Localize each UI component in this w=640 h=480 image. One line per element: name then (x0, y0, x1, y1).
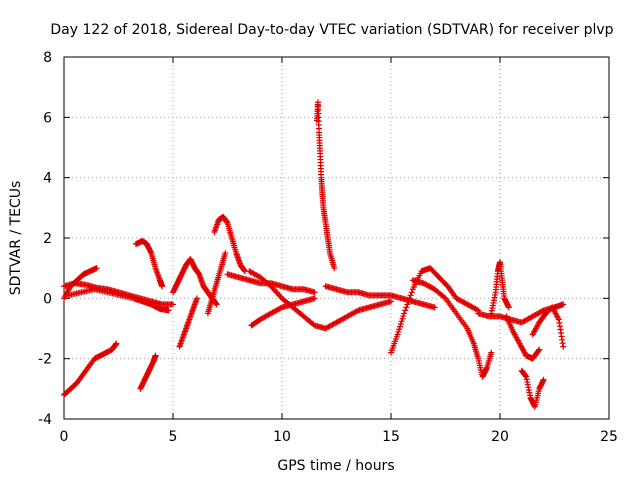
data-point (396, 326, 403, 333)
data-series-arc-d (65, 286, 172, 314)
y-tick-label: 0 (43, 291, 52, 307)
data-point (404, 301, 411, 308)
data-point (353, 308, 360, 315)
data-point (170, 301, 176, 308)
data-point (152, 352, 159, 359)
data-series-arc-n (246, 268, 394, 332)
data-series-arc-h (176, 295, 200, 350)
data-points (61, 99, 567, 410)
x-tick-label: 10 (273, 429, 291, 445)
data-point (441, 294, 448, 301)
data-point (213, 301, 220, 308)
data-series-arc-b (61, 340, 120, 398)
x-tick-label: 5 (169, 429, 178, 445)
axis-ticks: 0 5 10 15 20 25 -4 -2 0 2 4 6 8 (38, 50, 618, 445)
data-point (560, 343, 567, 350)
data-series-arc-v (529, 304, 567, 350)
y-tick-label: 6 (43, 110, 52, 126)
data-point (113, 340, 120, 347)
data-point (401, 310, 408, 317)
data-point (397, 320, 404, 327)
data-point (535, 347, 542, 354)
data-point (536, 346, 543, 353)
data-point (402, 307, 409, 314)
y-tick-label: -4 (38, 412, 52, 428)
data-series-arc-i (211, 213, 248, 275)
data-point (165, 307, 172, 314)
data-point (408, 289, 415, 296)
data-series-arc-k (224, 271, 318, 296)
data-point (388, 298, 394, 305)
x-tick-label: 0 (60, 429, 69, 445)
y-tick-label: 4 (43, 171, 52, 187)
x-tick-label: 25 (600, 429, 618, 445)
x-axis-label: GPS time / hours (277, 458, 394, 474)
data-point (331, 265, 338, 272)
data-point (560, 301, 567, 308)
data-point (405, 298, 412, 305)
y-axis-label: SDTVAR / TECUs (8, 181, 24, 296)
x-tick-label: 20 (491, 429, 509, 445)
y-tick-label: -2 (38, 352, 52, 368)
data-series-arc-m (313, 99, 338, 272)
data-point (399, 315, 406, 322)
data-point (400, 313, 407, 320)
data-series-arc-o (322, 283, 438, 311)
grid (64, 57, 609, 419)
data-point (403, 304, 410, 311)
data-point (311, 295, 318, 302)
data-point (266, 282, 273, 289)
data-point (488, 349, 495, 356)
y-tick-label: 2 (43, 231, 52, 247)
data-point (505, 304, 512, 311)
data-point (394, 331, 401, 338)
data-point (540, 376, 547, 383)
y-tick-label: 8 (43, 50, 52, 66)
data-series-arc-p (388, 265, 482, 356)
data-series-arc-u (518, 367, 547, 410)
data-point (277, 305, 284, 312)
data-series-arc-q (409, 277, 495, 380)
data-point (395, 328, 402, 335)
data-series-arc-f (137, 352, 159, 392)
data-point (222, 250, 229, 257)
data-point (396, 323, 403, 330)
data-point (407, 292, 414, 299)
data-point (473, 306, 480, 313)
data-point (159, 283, 166, 290)
data-point (431, 304, 438, 311)
data-series-arc-r (488, 259, 512, 317)
data-series-arc-e (132, 238, 166, 290)
chart-title: Day 122 of 2018, Sidereal Day-to-day VTE… (50, 22, 613, 38)
data-point (193, 295, 200, 302)
data-point (93, 265, 100, 272)
data-point (539, 308, 546, 315)
data-series-arc-j (204, 250, 229, 317)
data-series-arc-t (503, 313, 543, 362)
data-point (406, 295, 413, 302)
data-point (311, 289, 318, 296)
data-point (398, 318, 405, 325)
x-tick-label: 15 (382, 429, 400, 445)
